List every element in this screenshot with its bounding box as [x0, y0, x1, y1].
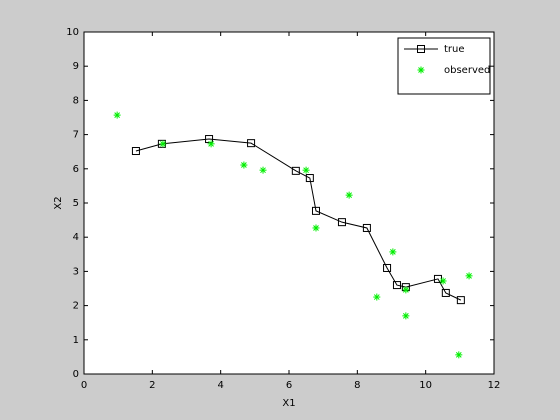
marker-asterisk — [402, 286, 410, 294]
asterisk-stroke — [208, 140, 214, 147]
y-tick-label: 8 — [73, 95, 79, 106]
marker-asterisk — [113, 111, 121, 119]
marker-asterisk — [240, 161, 248, 169]
marker-square — [131, 147, 140, 156]
y-tick-label: 4 — [73, 232, 79, 243]
x-tick-label: 12 — [488, 380, 501, 391]
y-tick-label: 5 — [73, 198, 79, 209]
marker-asterisk — [439, 277, 447, 285]
asterisk-stroke — [440, 278, 446, 284]
marker-square — [205, 135, 214, 144]
marker-asterisk — [259, 166, 267, 174]
asterisk-stroke — [303, 167, 309, 174]
y-tick-label: 0 — [73, 369, 79, 380]
y-tick-label: 3 — [73, 266, 79, 277]
marker-asterisk — [302, 166, 310, 174]
x-tick-label: 6 — [286, 380, 292, 391]
series-line — [135, 138, 462, 301]
legend-box — [397, 37, 491, 95]
x-tick-label: 4 — [217, 380, 223, 391]
x-axis-label: X1 — [282, 398, 295, 409]
y-tick-label: 10 — [66, 27, 79, 38]
y-tick-label: 1 — [73, 335, 79, 346]
marker-square — [362, 223, 371, 232]
marker-square — [441, 288, 450, 297]
asterisk-stroke — [373, 294, 380, 300]
asterisk-stroke — [313, 225, 319, 231]
marker-asterisk — [312, 224, 320, 232]
marker-asterisk — [345, 191, 353, 199]
asterisk-stroke — [114, 112, 120, 118]
marker-square — [456, 296, 465, 305]
asterisk-stroke — [455, 351, 462, 358]
y-axis-label: X2 — [53, 196, 64, 209]
marker-asterisk — [465, 272, 473, 280]
asterisk-stroke — [260, 167, 266, 174]
asterisk-stroke — [346, 192, 352, 198]
marker-asterisk — [455, 351, 463, 359]
y-tick-label: 2 — [73, 301, 79, 312]
marker-asterisk — [417, 66, 425, 74]
legend-label: observed — [444, 65, 490, 76]
asterisk-stroke — [418, 67, 424, 73]
marker-square — [311, 206, 320, 215]
marker-square — [337, 218, 346, 227]
axes-box — [83, 31, 495, 375]
marker-square — [291, 166, 300, 175]
asterisk-stroke — [390, 249, 396, 255]
x-tick-label: 10 — [419, 380, 432, 391]
marker-asterisk — [389, 248, 397, 256]
asterisk-stroke — [241, 162, 247, 168]
asterisk-stroke — [466, 272, 472, 279]
marker-asterisk — [402, 312, 410, 320]
marker-square — [417, 45, 425, 53]
y-tick-label: 9 — [73, 61, 79, 72]
marker-asterisk — [207, 140, 215, 148]
asterisk-stroke — [402, 313, 409, 319]
x-tick-label: 8 — [354, 380, 360, 391]
marker-square — [247, 139, 256, 148]
asterisk-stroke — [160, 140, 166, 147]
y-tick-label: 6 — [73, 164, 79, 175]
marker-asterisk — [159, 140, 167, 148]
asterisk-stroke — [402, 287, 409, 293]
marker-asterisk — [373, 293, 381, 301]
x-tick-label: 2 — [149, 380, 155, 391]
y-tick-label: 7 — [73, 130, 79, 141]
marker-square — [383, 263, 392, 272]
marker-square — [305, 174, 314, 183]
x-tick-label: 0 — [81, 380, 87, 391]
legend-label: true — [444, 44, 465, 55]
marker-square — [392, 281, 401, 290]
